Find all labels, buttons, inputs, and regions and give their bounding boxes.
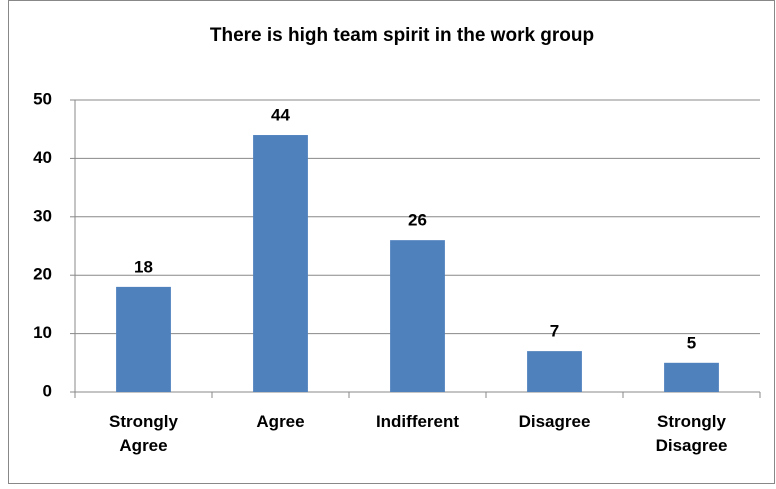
x-tick-label-box: Agree [256,412,305,431]
y-tick-label: 40 [33,148,52,167]
x-tick-label-box: Strongly Disagree [655,412,728,455]
bar [253,135,308,393]
bar [116,286,171,392]
x-tick-label: Agree [256,412,305,431]
x-tick-label: Indifferent [375,412,460,431]
bar [664,362,719,392]
x-tick-label: Disagree [518,412,591,431]
bar [390,240,445,392]
data-label: 7 [550,322,559,341]
data-label: 18 [134,257,153,276]
x-tick-label-box: Indifferent [375,412,460,431]
x-tick-label-box: Strongly Agree [109,412,178,455]
y-tick-label: 0 [43,381,52,400]
y-tick-label: 30 [33,206,52,225]
data-label: 5 [687,333,696,352]
data-label: 44 [271,106,290,125]
x-tick-label-box: Disagree [518,412,591,431]
x-tick-label: Strongly Disagree [655,412,728,455]
bar [527,351,582,392]
chart-title: There is high team spirit in the work gr… [210,25,594,46]
y-tick-label: 50 [33,89,52,108]
data-label: 26 [408,211,427,230]
y-tick-label: 10 [33,323,52,342]
y-tick-label: 20 [33,265,52,284]
x-tick-label: Strongly Agree [109,412,178,455]
